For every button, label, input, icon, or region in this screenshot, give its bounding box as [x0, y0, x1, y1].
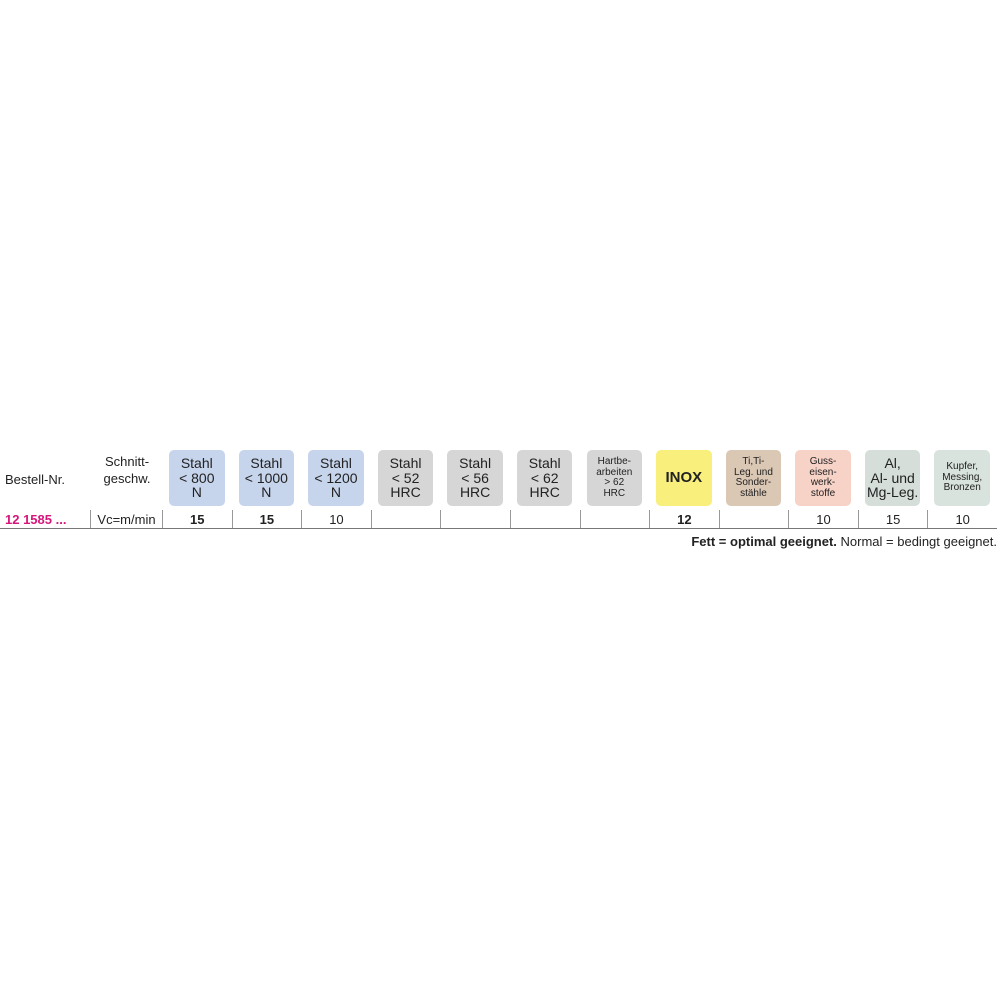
material-badge: Al, Al- und Mg-Leg. — [864, 450, 921, 506]
value-cell: 10 — [788, 510, 858, 528]
material-label: N — [191, 484, 202, 501]
material-label: Sonder- — [735, 477, 772, 488]
value-cell: 15 — [162, 510, 232, 528]
header-order-no: Bestell-Nr. — [5, 472, 65, 487]
material-label: arbeiten — [596, 466, 633, 478]
material-label: eisen- — [809, 466, 837, 478]
row-unit: Vc=m/min — [90, 510, 162, 528]
value-cell: 12 — [649, 510, 719, 528]
value-cell: 15 — [857, 510, 928, 528]
material-label: > 62 — [604, 477, 625, 488]
material-label: Stahl — [180, 454, 213, 471]
value-cell: 10 — [927, 510, 997, 528]
material-badge: Stahl < 1200 N — [308, 450, 364, 506]
material-label: < 1000 — [244, 469, 288, 486]
material-label: < 800 — [179, 469, 215, 486]
material-label: INOX — [665, 469, 703, 487]
material-label: HRC — [459, 484, 491, 501]
value-cell — [440, 510, 510, 528]
material-label: Guss- — [809, 456, 837, 467]
legend-bold: Fett = optimal geeignet. — [691, 534, 837, 549]
material-badge: Stahl < 1000 N — [238, 450, 295, 506]
legend: Fett = optimal geeignet. Normal = beding… — [691, 534, 997, 549]
material-label: Mg-Leg. — [866, 484, 919, 501]
material-badge: Stahl < 52 HRC — [377, 450, 434, 506]
material-label: Stahl — [528, 454, 561, 471]
material-label: Stahl — [459, 454, 492, 471]
material-label: HRC — [603, 487, 626, 499]
material-label: stähle — [740, 487, 767, 499]
material-label: Leg. und — [733, 466, 773, 478]
material-label: Al, — [884, 454, 901, 471]
material-label: Ti,Ti- — [742, 456, 765, 467]
value-cell — [718, 510, 789, 528]
material-label: Bronzen — [943, 482, 981, 494]
material-label: HRC — [529, 484, 560, 501]
material-label: stoffe — [810, 487, 836, 499]
value-cell: 10 — [301, 510, 371, 528]
material-badge: Ti,Ti- Leg. und Sonder-stähle — [725, 450, 782, 506]
material-badge: Kupfer, Messing, Bronzen — [934, 450, 990, 506]
material-label: N — [330, 484, 341, 501]
material-badge: Guss-eisen-werk-stoffe — [795, 450, 851, 506]
value-cell — [370, 510, 441, 528]
material-label: Stahl — [389, 454, 422, 471]
material-label: Al- und — [870, 469, 915, 486]
material-label: HRC — [390, 484, 421, 501]
material-label: Stahl — [319, 454, 352, 471]
value-cell — [579, 510, 650, 528]
header-speed: Schnitt- geschw. — [92, 454, 162, 488]
material-badge: Hartbe-arbeiten > 62 HRC — [586, 450, 643, 506]
material-label: Kupfer, — [946, 461, 979, 473]
value-cell — [509, 510, 580, 528]
material-label: Messing, — [942, 471, 983, 483]
material-label: werk- — [810, 477, 836, 488]
material-label: < 1200 — [314, 469, 358, 486]
value-cell: 15 — [231, 510, 302, 528]
material-label: < 62 — [530, 469, 559, 486]
material-badge: Stahl < 56 HRC — [447, 450, 503, 506]
material-label: < 52 — [391, 469, 420, 486]
material-badge: Stahl < 800 N — [169, 450, 225, 506]
row-order-no: 12 1585 ... — [5, 512, 67, 527]
material-badge: INOX — [656, 450, 712, 506]
material-label: N — [261, 484, 272, 501]
material-badge: Stahl < 62 HRC — [516, 450, 573, 506]
row-rule — [0, 528, 997, 529]
material-label: < 56 — [461, 469, 489, 486]
material-label: Hartbe- — [597, 456, 631, 467]
legend-normal: Normal = bedingt geeignet. — [840, 534, 997, 549]
header-speed-line: geschw. — [103, 470, 151, 486]
material-label: Stahl — [250, 454, 283, 471]
header-speed-line: Schnitt- — [104, 454, 150, 469]
